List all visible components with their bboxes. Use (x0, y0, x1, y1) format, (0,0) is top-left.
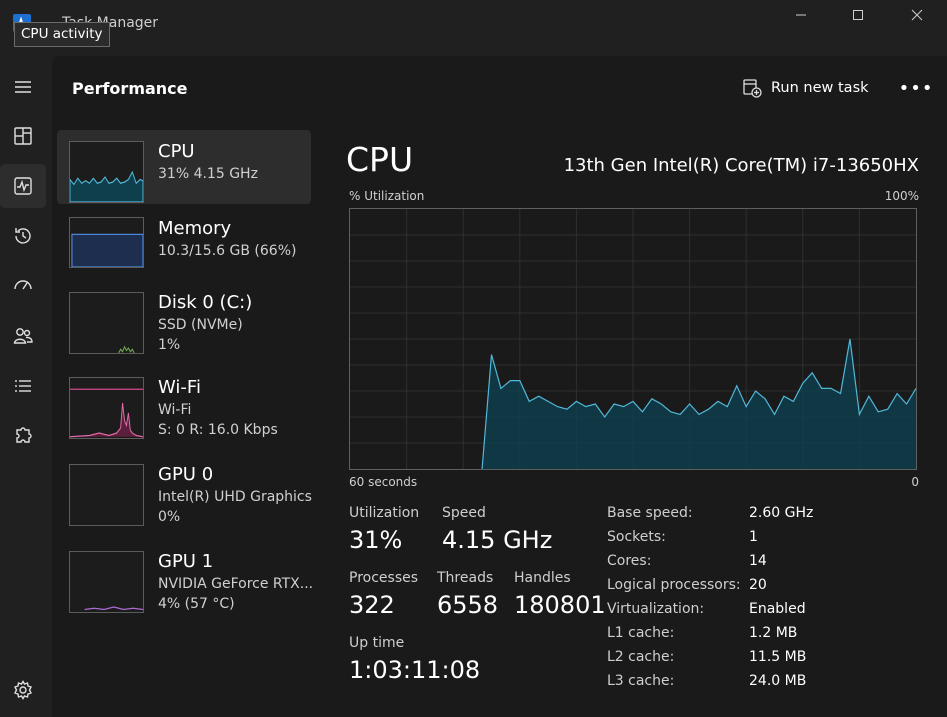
nav-users[interactable] (0, 314, 46, 358)
spec-label: Logical processors: (607, 577, 741, 593)
resource-disk[interactable]: Disk 0 (C:) SSD (NVMe) 1% (57, 286, 311, 360)
spec-label: Sockets: (607, 529, 666, 545)
resource-name: CPU (158, 141, 195, 162)
services-icon (16, 427, 32, 443)
spec-value: 2.60 GHz (749, 505, 814, 521)
users-icon (13, 328, 33, 344)
uptime-label: Up time (349, 635, 405, 651)
spec-label: Virtualization: (607, 601, 705, 617)
graph-x-zero: 0 (911, 475, 919, 489)
resource-name: Disk 0 (C:) (158, 292, 253, 313)
nav-app-history[interactable] (0, 214, 46, 258)
resource-memory[interactable]: Memory 10.3/15.6 GB (66%) (57, 208, 311, 282)
resource-detail: Intel(R) UHD Graphics (158, 489, 312, 505)
spec-value: 1.2 MB (749, 625, 798, 641)
detail-title: CPU (346, 140, 414, 179)
performance-icon (14, 177, 32, 195)
gpu0-thumbnail (69, 464, 144, 526)
spec-value: 1 (749, 529, 758, 545)
title-bar: Task Manager CPU activity (0, 0, 947, 56)
spec-label: L1 cache: (607, 625, 675, 641)
speed-label: Speed (442, 505, 486, 521)
handles-value: 180801 (514, 591, 606, 619)
handles-label: Handles (514, 570, 571, 586)
sidebar (0, 56, 52, 717)
resource-detail: SSD (NVMe) (158, 317, 243, 333)
more-options-button[interactable]: ••• (898, 77, 934, 99)
processes-label: Processes (349, 570, 419, 586)
spec-value: 20 (749, 577, 767, 593)
utilization-label: Utilization (349, 505, 420, 521)
memory-thumbnail (69, 217, 144, 268)
cpu-utilization-graph (349, 208, 917, 470)
startup-apps-icon (14, 280, 32, 290)
processes-icon (14, 127, 32, 145)
processes-value: 322 (349, 591, 395, 619)
spec-label: Base speed: (607, 505, 693, 521)
run-task-label: Run new task (771, 80, 869, 96)
disk-thumbnail (69, 292, 144, 354)
maximize-icon (853, 10, 863, 20)
close-button[interactable] (894, 0, 940, 30)
resource-name: GPU 1 (158, 551, 214, 572)
utilization-value: 31% (349, 526, 403, 554)
gpu1-thumbnail (69, 551, 144, 613)
resource-name: Memory (158, 218, 232, 239)
details-icon (15, 380, 31, 392)
graph-x-label: 60 seconds (349, 475, 418, 489)
resource-detail: 31% 4.15 GHz (158, 166, 258, 182)
nav-startup-apps[interactable] (0, 264, 46, 308)
spec-value: 24.0 MB (749, 673, 807, 689)
run-new-task-button[interactable]: Run new task (742, 74, 869, 102)
minimize-button[interactable] (778, 0, 824, 30)
wifi-thumbnail (69, 377, 144, 439)
spec-label: Cores: (607, 553, 652, 569)
nav-performance[interactable] (0, 164, 46, 208)
graph-y-max: 100% (884, 189, 919, 203)
resource-detail-2: 1% (158, 337, 181, 353)
header: Performance Run new task ••• (52, 56, 947, 120)
resource-detail: Wi-Fi (158, 402, 192, 418)
menu-icon (15, 81, 31, 93)
tooltip: CPU activity (14, 22, 110, 47)
spec-value: 11.5 MB (749, 649, 807, 665)
nav-processes[interactable] (0, 114, 46, 158)
main-panel: Performance Run new task ••• CPU 31% 4.1… (52, 56, 947, 717)
speed-value: 4.15 GHz (442, 526, 553, 554)
cpu-thumbnail (69, 141, 144, 203)
nav-details[interactable] (0, 364, 46, 408)
resource-cpu[interactable]: CPU 31% 4.15 GHz (57, 130, 311, 204)
nav-settings[interactable] (0, 668, 46, 712)
close-icon (911, 9, 923, 21)
threads-value: 6558 (437, 591, 499, 619)
utilization-line (481, 338, 916, 469)
cpu-model: 13th Gen Intel(R) Core(TM) i7-13650HX (563, 155, 919, 176)
spec-value: Enabled (749, 601, 806, 617)
threads-label: Threads (437, 570, 494, 586)
spec-label: L3 cache: (607, 673, 675, 689)
resource-detail-2: 0% (158, 509, 181, 525)
menu-button[interactable] (0, 65, 46, 109)
uptime-value: 1:03:11:08 (349, 656, 481, 684)
resource-detail-2: S: 0 R: 16.0 Kbps (158, 422, 278, 438)
spec-value: 14 (749, 553, 767, 569)
nav-services[interactable] (0, 414, 46, 458)
resource-name: GPU 0 (158, 464, 214, 485)
resource-wifi[interactable]: Wi-Fi Wi-Fi S: 0 R: 16.0 Kbps (57, 372, 311, 446)
minimize-icon (796, 14, 806, 16)
resource-detail: NVIDIA GeForce RTX... (158, 576, 314, 592)
resource-detail-2: 4% (57 °C) (158, 596, 235, 612)
resource-detail: 10.3/15.6 GB (66%) (158, 243, 297, 259)
app-history-icon (15, 228, 31, 244)
resource-gpu0[interactable]: GPU 0 Intel(R) UHD Graphics 0% (57, 459, 312, 533)
page-title: Performance (72, 79, 188, 98)
settings-icon (14, 680, 32, 700)
spec-label: L2 cache: (607, 649, 675, 665)
resource-name: Wi-Fi (158, 377, 201, 398)
run-task-icon (743, 79, 762, 98)
resource-gpu1[interactable]: GPU 1 NVIDIA GeForce RTX... 4% (57 °C) (57, 546, 314, 620)
maximize-button[interactable] (835, 0, 881, 30)
utilization-area (482, 339, 916, 469)
graph-y-label: % Utilization (349, 189, 425, 203)
